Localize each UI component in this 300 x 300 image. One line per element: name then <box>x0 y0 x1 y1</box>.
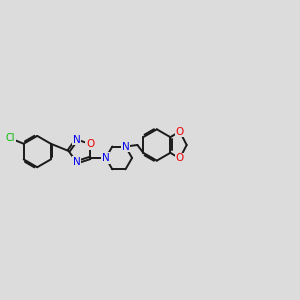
Text: N: N <box>102 153 110 163</box>
Text: O: O <box>176 153 184 164</box>
Text: O: O <box>86 139 94 149</box>
Text: N: N <box>73 135 81 145</box>
Text: N: N <box>122 142 129 152</box>
Text: Cl: Cl <box>6 133 15 143</box>
Text: N: N <box>73 157 81 167</box>
Text: O: O <box>176 127 184 136</box>
